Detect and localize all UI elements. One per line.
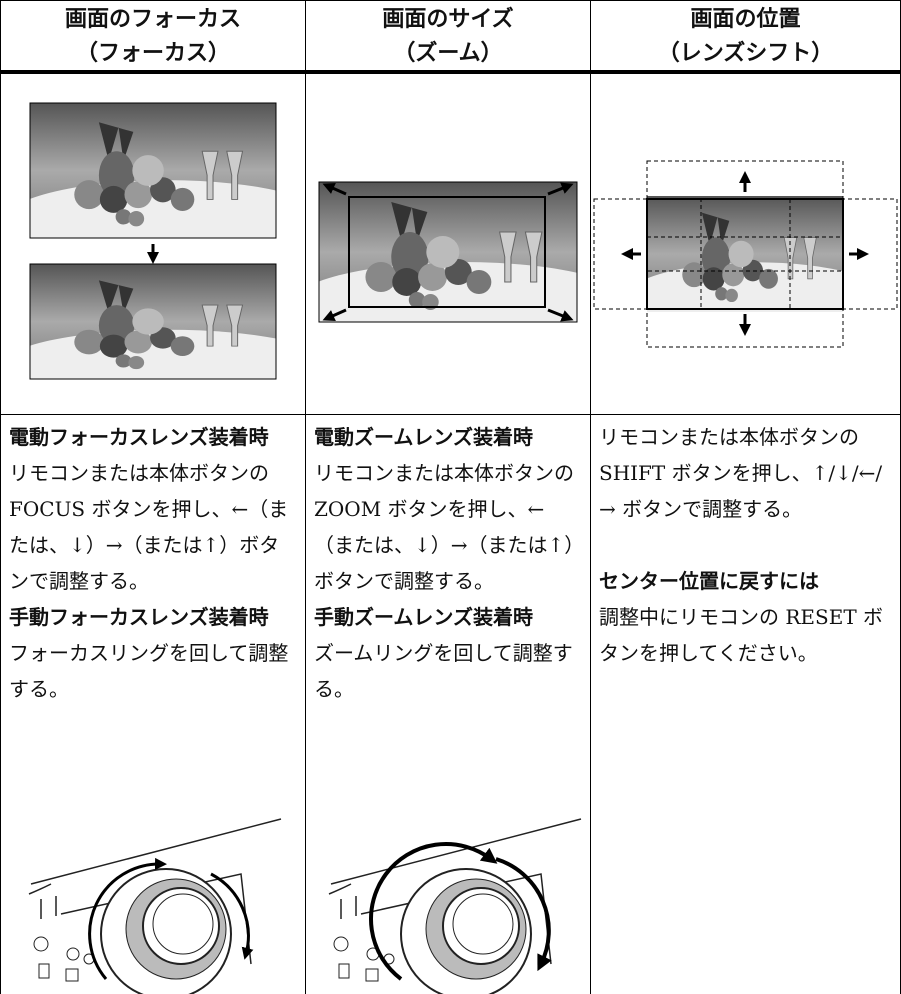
column-header: 画面の位置 （レンズシフト）: [591, 0, 900, 74]
lens-illustration: [28, 818, 282, 994]
image-cell: [306, 74, 590, 415]
image-cell: [591, 74, 900, 415]
column: 画面の位置 （レンズシフト） リモコンまたは本体ボタンの SHIFT ボタンを押し…: [591, 0, 900, 994]
text-cell: リモコンまたは本体ボタンの SHIFT ボタンを押し、↑/↓/←/→ ボタンで調…: [591, 415, 900, 671]
heading: 電動フォーカスレンズ装着時: [9, 425, 269, 449]
paragraph: リモコンまたは本体ボタンの ZOOM ボタンを押し、←（または、↓）→（または↑…: [314, 461, 575, 593]
text-cell: 電動ズームレンズ装着時リモコンまたは本体ボタンの ZOOM ボタンを押し、←（ま…: [306, 415, 590, 707]
column: 画面のサイズ （ズーム） 電動ズームレンズ装着時リモコンまたは本体ボタンの ZOO…: [306, 0, 591, 994]
header-line: （レンズシフト）: [657, 41, 834, 66]
column-header: 画面のサイズ （ズーム）: [306, 0, 590, 74]
heading: 手動ズームレンズ装着時: [314, 605, 533, 629]
header-line: 画面の位置: [690, 7, 801, 32]
paragraph: フォーカスリングを回して調整する。: [9, 641, 289, 701]
header-line: 画面のフォーカス: [64, 7, 241, 32]
image-cell: [1, 74, 305, 415]
column: 画面のフォーカス （フォーカス） 電動フォーカスレンズ装着時リモコンまたは本体ボタ…: [1, 0, 306, 994]
column-header: 画面のフォーカス （フォーカス）: [1, 0, 305, 74]
header-line: （フォーカス）: [75, 41, 230, 66]
text-cell: 電動フォーカスレンズ装着時リモコンまたは本体ボタンの FOCUS ボタンを押し、…: [1, 415, 305, 707]
paragraph: リモコンまたは本体ボタンの SHIFT ボタンを押し、↑/↓/←/→ ボタンで調…: [599, 425, 883, 521]
zoom-illustration: [318, 181, 578, 323]
focus-illustration: [29, 102, 277, 380]
paragraph: 調整中にリモコンの RESET ボタンを押してください。: [599, 605, 884, 665]
header-line: 画面のサイズ: [382, 7, 514, 32]
paragraph: リモコンまたは本体ボタンの FOCUS ボタンを押し、←（または、↓）→（または…: [9, 461, 289, 593]
heading: 手動フォーカスレンズ装着時: [9, 605, 269, 629]
heading: 電動ズームレンズ装着時: [314, 425, 533, 449]
header-line: （ズーム）: [393, 41, 503, 66]
heading: センター位置に戻すには: [599, 569, 819, 593]
shift-illustration: [593, 160, 898, 348]
lens-illustration: [328, 818, 582, 994]
paragraph: ズームリングを回して調整する。: [314, 641, 573, 701]
